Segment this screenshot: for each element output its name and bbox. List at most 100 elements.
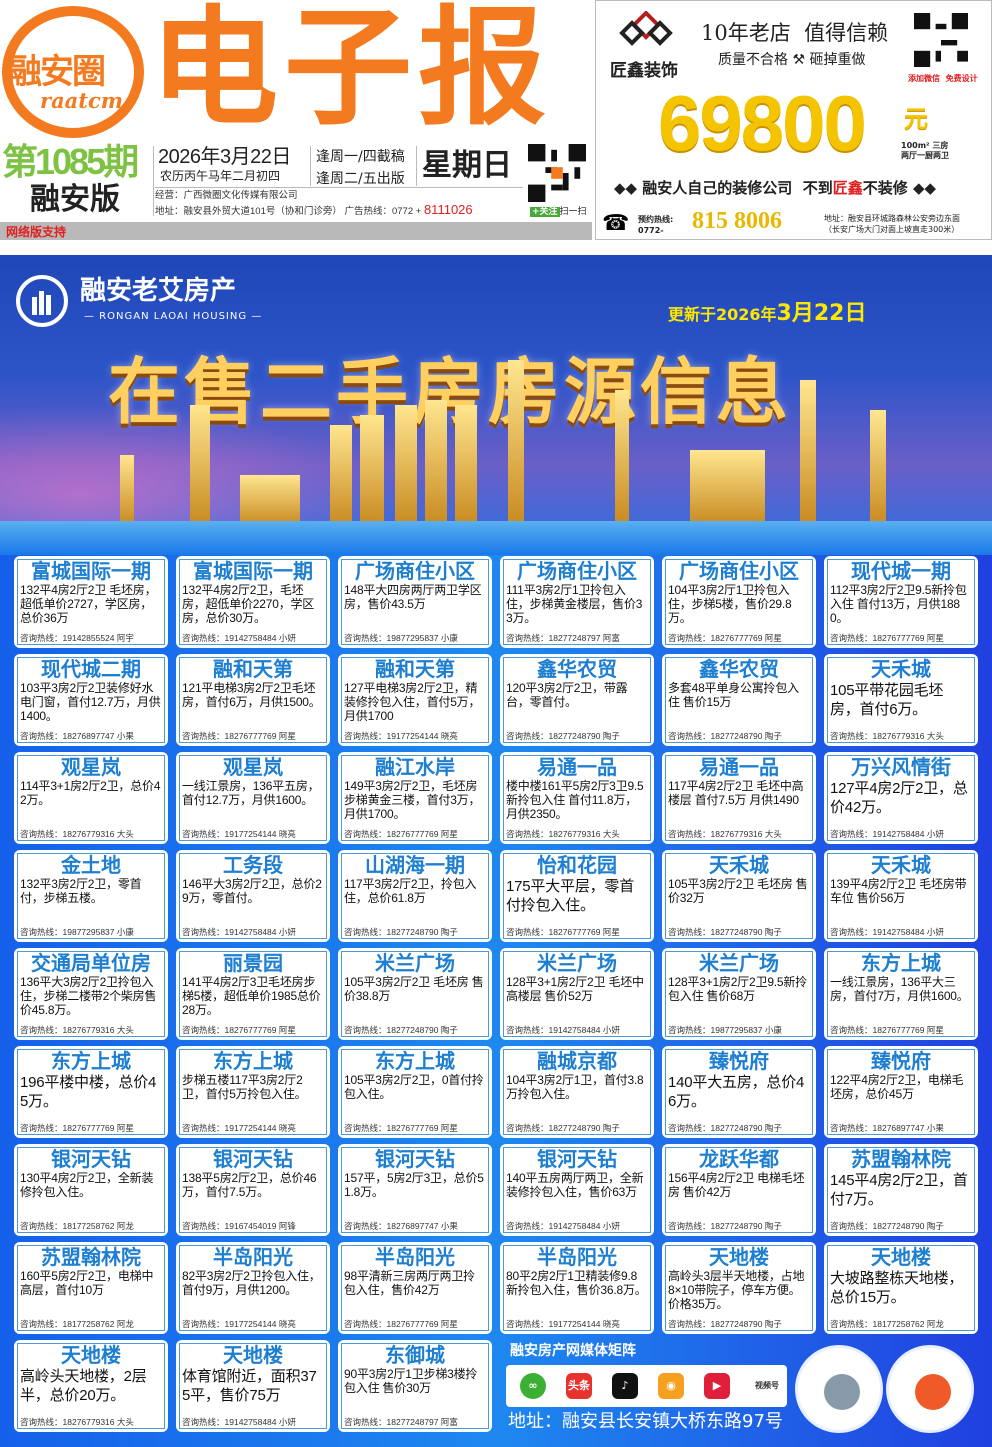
douyin-qr-code[interactable] xyxy=(795,1345,883,1433)
hotline-label: 咨询热线： xyxy=(668,633,711,643)
jiangxin-logo-icon xyxy=(619,11,673,46)
listing-title: 现代城一期 xyxy=(851,560,951,583)
hotline-phone[interactable]: 18276777769 xyxy=(872,1025,925,1035)
hotline-phone[interactable]: 18276777769 xyxy=(386,1319,439,1329)
listing-title: 交通局单位房 xyxy=(31,952,151,975)
agent-name: 阿宇 xyxy=(116,633,134,643)
listing-title: 鑫华农贸 xyxy=(537,658,617,681)
hotline-phone[interactable]: 18276777769 xyxy=(710,633,763,643)
hotline-phone[interactable]: 18277248790 xyxy=(710,1319,763,1329)
wechat-qr-code[interactable] xyxy=(528,144,586,202)
hotline-phone[interactable]: 18277248790 xyxy=(710,1123,763,1133)
listing-hotline: 咨询热线：19177254144 晓亮 xyxy=(506,1318,648,1330)
hotline-phone[interactable]: 18276897747 xyxy=(386,1221,439,1231)
hotline-phone[interactable]: 19142758484 xyxy=(548,1025,601,1035)
hotline-phone[interactable]: 19142758484 xyxy=(224,1417,277,1427)
douyin-icon[interactable]: ♪ xyxy=(612,1373,638,1399)
hotline-phone[interactable]: 18276779316 xyxy=(548,829,601,839)
listing-description: 141平4房2厅3卫毛坯房步梯5楼，超低单价1985总价28万。 xyxy=(182,975,321,1017)
listing-card: 现代城一期 112平3房2厅2卫9.5新拎包入住 首付13万，月供1880。 咨… xyxy=(824,556,978,648)
listing-description: 117平4房2厅2卫 毛坯中高楼层 首付7.5万 月供1490 xyxy=(668,779,804,807)
listing-description: 104平3房2厅1卫，首付3.8万拎包入住。 xyxy=(506,1073,644,1101)
listing-card: 融江水岸 149平3房2厅2卫，毛坯房步梯黄金三楼，首付3万，月供1700。 咨… xyxy=(338,752,492,844)
channels-icon[interactable]: 视频号 xyxy=(750,1373,784,1399)
hotline-phone[interactable]: 18277248790 xyxy=(710,731,763,741)
listing-hotline: 咨询热线：19877295837 小康 xyxy=(20,926,162,938)
hotline-phone[interactable]: 18276777769 xyxy=(224,731,277,741)
hotline-label: 咨询热线： xyxy=(830,1025,873,1035)
operator-text: 经营：广西微圈文化传媒有限公司 xyxy=(155,190,298,201)
listing-card: 天地楼 大坡路整栋天地楼，总价15万。 咨询热线：18177258762 阿龙 xyxy=(824,1242,978,1334)
hotline-phone[interactable]: 19142758484 xyxy=(224,633,277,643)
hotline-phone[interactable]: 19177254144 xyxy=(548,1319,601,1329)
hotline-label: 咨询热线： xyxy=(668,1025,711,1035)
hotline-phone[interactable]: 19177254144 xyxy=(386,731,439,741)
hotline-phone[interactable]: 19142758484 xyxy=(224,927,277,937)
ad-qr-code[interactable] xyxy=(914,13,968,67)
listing-title: 苏盟翰林院 xyxy=(41,1246,141,1269)
hotline-phone[interactable]: 19877295837 xyxy=(386,633,439,643)
agency-name: 融安老艾房产 xyxy=(80,276,237,306)
listing-card: 天禾城 139平4房2厅2卫 毛坯房带车位 售价56万 咨询热线：1914275… xyxy=(824,850,978,942)
listing-card: 苏盟翰林院 160平5房2厅2卫，电梯中高层，首付10万 咨询热线：181772… xyxy=(14,1242,168,1334)
hotline-phone[interactable]: 18277248790 xyxy=(710,927,763,937)
hotline-phone[interactable]: 18276779316 xyxy=(62,1417,115,1427)
hotline-phone[interactable]: 18277248797 xyxy=(548,633,601,643)
hotline-phone[interactable]: 18277248797 xyxy=(386,1417,439,1427)
hotline-phone[interactable]: 18177258762 xyxy=(872,1319,925,1329)
hotline-label: 咨询热线： xyxy=(20,927,63,937)
hotline-phone[interactable]: 18277248790 xyxy=(386,1025,439,1035)
hotline-phone[interactable]: 19877295837 xyxy=(62,927,115,937)
hotline-phone[interactable]: 18276897747 xyxy=(62,731,115,741)
listing-description: 高岭头3层半天地楼，占地8×10带院子，停车方便。价格35万。 xyxy=(668,1269,805,1311)
hotline-phone[interactable]: 18277248790 xyxy=(548,1123,601,1133)
hotline-phone[interactable]: 18276777769 xyxy=(386,1123,439,1133)
hotline-phone[interactable]: 18276779316 xyxy=(872,731,925,741)
hotline-phone[interactable]: 19877295837 xyxy=(710,1025,763,1035)
hotline-phone[interactable]: 18277248790 xyxy=(548,731,601,741)
agent-name: 大头 xyxy=(116,1025,134,1035)
hotline-phone[interactable]: 18276779316 xyxy=(62,1025,115,1035)
hotline-phone[interactable]: 18276777769 xyxy=(872,633,925,643)
hotline-phone[interactable]: 18276897747 xyxy=(872,1123,925,1133)
mini-program-icon[interactable]: ∞ xyxy=(520,1373,546,1399)
listing-title: 观星岚 xyxy=(61,756,121,779)
hotline-phone[interactable]: 18277248790 xyxy=(872,1221,925,1231)
listing-hotline: 咨询热线：19142758484 小妍 xyxy=(182,926,324,938)
hotline-phone[interactable]: 18177258762 xyxy=(62,1319,115,1329)
hotline-phone[interactable]: 19142758484 xyxy=(872,829,925,839)
listing-title: 广场商住小区 xyxy=(679,560,799,583)
listing-description: 大坡路整栋天地楼，总价15万。 xyxy=(830,1270,964,1306)
hotline-phone[interactable]: 18276779316 xyxy=(62,829,115,839)
mini-program-qr-code[interactable] xyxy=(886,1345,974,1433)
hotline-phone[interactable]: 19177254144 xyxy=(224,1319,277,1329)
hotline-label: 咨询热线： xyxy=(830,633,873,643)
listing-card: 苏盟翰林院 145平4房2厅2卫，首付7万。 咨询热线：18277248790 … xyxy=(824,1144,978,1236)
listing-description: 一线江景房，136平五房，首付12.7万，月供1600。 xyxy=(182,779,320,807)
listing-description: 140平五房两厅两卫，全新装修拎包入住，售价63万 xyxy=(506,1171,644,1199)
hotline-phone[interactable]: 18276777769 xyxy=(224,1025,277,1035)
hotline-phone[interactable]: 18277248790 xyxy=(710,1221,763,1231)
hotline-label: 咨询热线： xyxy=(830,1123,873,1133)
listing-title: 山湖海一期 xyxy=(365,854,465,877)
hotline-phone[interactable]: 18277248790 xyxy=(386,927,439,937)
hotline-phone[interactable]: 19142758484 xyxy=(548,1221,601,1231)
hotline-phone[interactable]: 18177258762 xyxy=(62,1221,115,1231)
hotline-phone[interactable]: 19177254144 xyxy=(224,1123,277,1133)
hotline-phone[interactable]: 19167454019 xyxy=(224,1221,277,1231)
hotline-phone[interactable]: 19142855524 xyxy=(62,633,115,643)
hotline-phone[interactable]: 19142758484 xyxy=(872,927,925,937)
tagline-brand: 匠鑫 xyxy=(832,179,863,197)
media-icons-bar: ∞ 头条 ♪ ◉ ▶ 视频号 xyxy=(506,1365,787,1407)
hotline-phone[interactable]: 18276777769 xyxy=(386,829,439,839)
listing-hotline: 咨询热线：18276777769 阿星 xyxy=(344,1122,486,1134)
weibo-icon[interactable]: ◉ xyxy=(658,1373,684,1399)
agent-name: 小康 xyxy=(116,927,134,937)
toutiao-icon[interactable]: 头条 xyxy=(566,1373,592,1399)
hotline-phone[interactable]: 19177254144 xyxy=(224,829,277,839)
hotline-phone[interactable]: 18276777769 xyxy=(62,1123,115,1133)
listing-hotline: 咨询热线：18276779316 大头 xyxy=(20,1416,162,1428)
video-icon[interactable]: ▶ xyxy=(704,1373,730,1399)
hotline-phone[interactable]: 18276777769 xyxy=(548,927,601,937)
hotline-phone[interactable]: 18276779316 xyxy=(710,829,763,839)
